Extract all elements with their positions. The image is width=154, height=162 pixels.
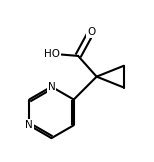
Text: O: O [87, 27, 95, 37]
Text: N: N [25, 120, 33, 130]
Text: N: N [48, 82, 55, 92]
Text: HO: HO [44, 49, 60, 59]
